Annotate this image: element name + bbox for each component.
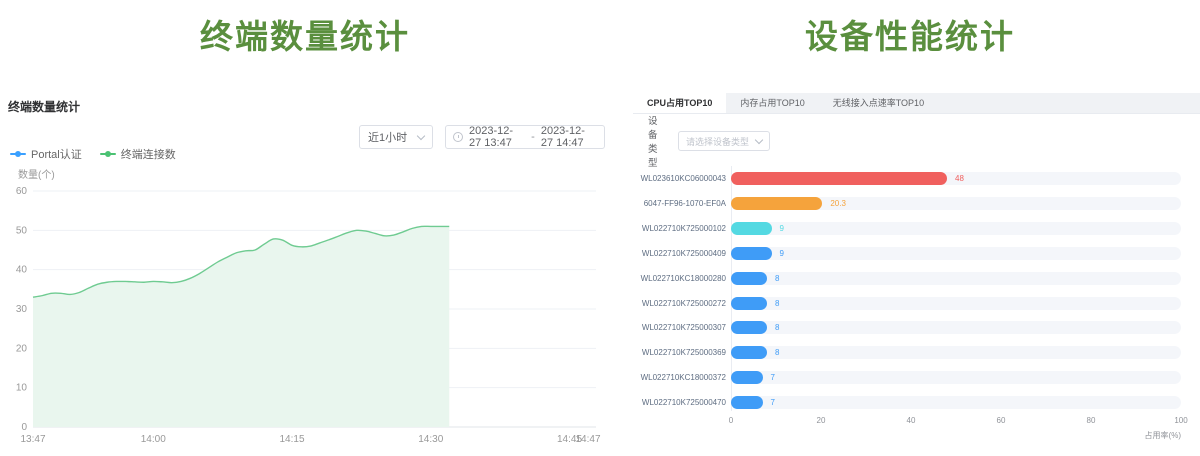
chevron-down-icon xyxy=(417,131,425,139)
bar-track xyxy=(731,247,1181,260)
terminal-statistics-panel: 终端数量统计 终端数量统计 近1小时 2023-12-27 13:47 - 20… xyxy=(0,0,610,456)
bar-track xyxy=(731,371,1181,384)
legend-label: Portal认证 xyxy=(31,146,82,162)
terminal-statistics-title: 终端数量统计 xyxy=(0,10,610,58)
y-tick-label: 20 xyxy=(16,343,28,354)
x-tick-label: 60 xyxy=(997,416,1006,425)
x-tick-label: 14:15 xyxy=(279,434,304,445)
x-axis-name: 占用率(%) xyxy=(1081,430,1181,441)
bar-category-label: WL022710KC18000280 xyxy=(620,272,726,285)
x-tick-label: 0 xyxy=(729,416,733,425)
bar-fill[interactable] xyxy=(731,396,763,409)
bar-track xyxy=(731,272,1181,285)
bar-track xyxy=(731,197,1181,210)
legend-item-1[interactable]: 终端连接数 xyxy=(100,146,176,162)
bar-value-label: 7 xyxy=(771,371,775,384)
y-tick-label: 60 xyxy=(16,186,28,197)
x-tick-label: 40 xyxy=(907,416,916,425)
bar-category-label: WL022710KC18000372 xyxy=(620,371,726,384)
bar-value-label: 9 xyxy=(780,222,784,235)
tab-1[interactable]: 内存占用TOP10 xyxy=(726,93,818,113)
bar-value-label: 7 xyxy=(771,396,775,409)
date-range-picker[interactable]: 2023-12-27 13:47 - 2023-12-27 14:47 xyxy=(445,125,605,149)
bar-category-label: WL022710K725000307 xyxy=(620,321,726,334)
bar-fill[interactable] xyxy=(731,371,763,384)
x-tick-label: 14:00 xyxy=(141,434,166,445)
legend-marker-icon xyxy=(100,153,116,155)
bar-track xyxy=(731,222,1181,235)
bar-track xyxy=(731,346,1181,359)
legend-marker-icon xyxy=(10,153,26,155)
terminal-chart-header: 终端数量统计 xyxy=(8,98,80,115)
device-type-select[interactable]: 请选择设备类型 xyxy=(678,131,770,151)
series-area xyxy=(33,226,449,427)
bar-value-label: 8 xyxy=(775,346,779,359)
bar-category-label: WL022710K725000470 xyxy=(620,396,726,409)
bar-category-label: WL022710K725000272 xyxy=(620,297,726,310)
bar-fill[interactable] xyxy=(731,297,767,310)
bar-value-label: 8 xyxy=(775,321,779,334)
bar-fill[interactable] xyxy=(731,197,822,210)
device-performance-panel: 设备性能统计 CPU占用TOP10内存占用TOP10无线接入点速率TOP10 设… xyxy=(620,0,1200,456)
line-chart-legend: Portal认证 终端连接数 xyxy=(10,146,176,162)
x-tick-label: 13:47 xyxy=(20,434,45,445)
cpu-top10-bar-chart: WL023610KC06000043 48 6047-FF96-1070-EF0A 2… xyxy=(620,160,1200,456)
y-tick-label: 40 xyxy=(16,265,28,276)
bar-fill[interactable] xyxy=(731,321,767,334)
date-range-separator: - xyxy=(531,131,535,143)
bar-category-label: 6047-FF96-1070-EF0A xyxy=(620,197,726,210)
bar-category-label: WL022710K725000409 xyxy=(620,247,726,260)
bar-track xyxy=(731,396,1181,409)
device-type-placeholder: 请选择设备类型 xyxy=(686,135,749,148)
bar-fill[interactable] xyxy=(731,247,772,260)
performance-tabs: CPU占用TOP10内存占用TOP10无线接入点速率TOP10 xyxy=(633,93,1200,114)
bar-value-label: 8 xyxy=(775,272,779,285)
tab-0-active[interactable]: CPU占用TOP10 xyxy=(633,93,726,113)
bar-fill[interactable] xyxy=(731,222,772,235)
bar-fill[interactable] xyxy=(731,172,947,185)
device-performance-title: 设备性能统计 xyxy=(620,10,1200,58)
bar-value-label: 48 xyxy=(955,172,964,185)
legend-label: 终端连接数 xyxy=(121,146,176,162)
bar-value-label: 9 xyxy=(780,247,784,260)
tab-2[interactable]: 无线接入点速率TOP10 xyxy=(819,93,938,113)
bar-value-label: 8 xyxy=(775,297,779,310)
bar-track xyxy=(731,321,1181,334)
x-tick-label: 100 xyxy=(1174,416,1187,425)
bar-x-axis: 020406080100 xyxy=(731,416,1181,428)
bar-category-label: WL022710K725000369 xyxy=(620,346,726,359)
time-range-value: 近1小时 xyxy=(368,129,407,145)
bar-category-label: WL022710K725000102 xyxy=(620,222,726,235)
clock-icon xyxy=(453,132,463,142)
y-tick-label: 50 xyxy=(16,225,28,236)
y-tick-label: 10 xyxy=(16,383,28,394)
x-tick-label: 80 xyxy=(1087,416,1096,425)
date-range-end: 2023-12-27 14:47 xyxy=(541,125,597,149)
terminal-line-chart: 0 10 20 30 40 50 60 数量(个) 13:47 14:00 14:15 14:30 14… xyxy=(0,168,610,456)
x-tick-label: 14:47 xyxy=(575,434,600,445)
date-range-start: 2023-12-27 13:47 xyxy=(469,125,525,149)
y-axis-name: 数量(个) xyxy=(18,168,55,181)
bar-fill[interactable] xyxy=(731,272,767,285)
chevron-down-icon xyxy=(755,135,763,143)
time-range-select[interactable]: 近1小时 xyxy=(359,125,433,149)
bar-track xyxy=(731,297,1181,310)
x-tick-label: 20 xyxy=(817,416,826,425)
chart-controls: 近1小时 2023-12-27 13:47 - 2023-12-27 14:47 xyxy=(359,125,605,149)
y-tick-label: 30 xyxy=(16,304,28,315)
x-tick-label: 14:30 xyxy=(418,434,443,445)
bar-fill[interactable] xyxy=(731,346,767,359)
bar-category-label: WL023610KC06000043 xyxy=(620,172,726,185)
bar-value-label: 20.3 xyxy=(830,197,846,210)
legend-item-0[interactable]: Portal认证 xyxy=(10,146,82,162)
y-tick-label: 0 xyxy=(21,422,27,433)
